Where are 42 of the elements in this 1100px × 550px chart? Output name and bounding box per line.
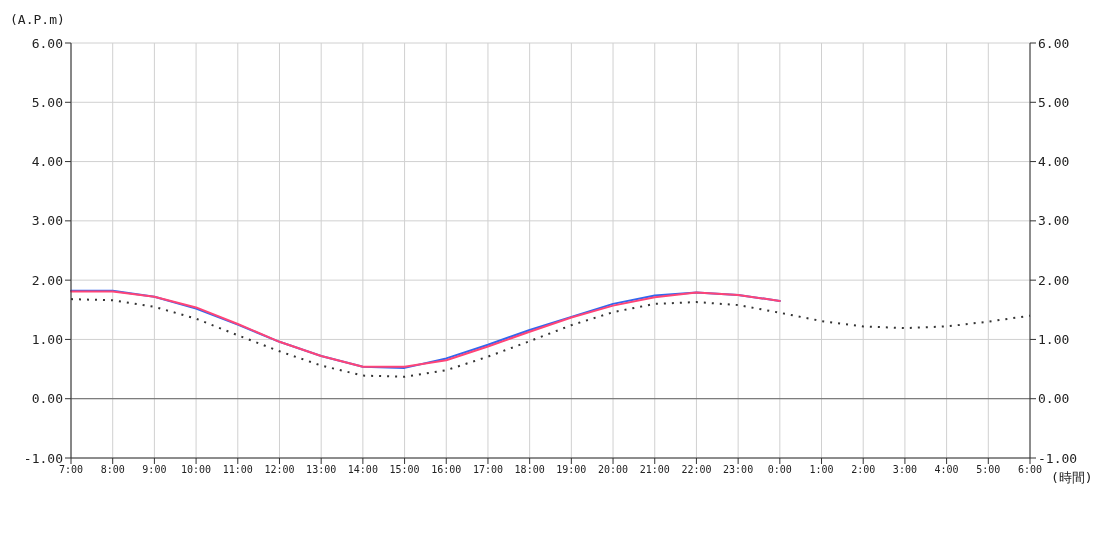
y2-tick-label: 5.00 (1038, 94, 1070, 110)
y2-tick-label: 1.00 (1038, 332, 1070, 348)
y2-tick-label: 3.00 (1038, 213, 1070, 229)
x-tick-label: 20:00 (597, 464, 629, 476)
x-tick-label: 3:00 (892, 464, 917, 476)
x-tick-label: 9:00 (142, 464, 167, 476)
y-tick-label: 5.00 (31, 94, 63, 110)
x-tick-label: 14:00 (347, 464, 378, 476)
y-tick-label: -1.00 (23, 450, 63, 466)
x-tick-label: 13:00 (306, 464, 337, 476)
y-tick-label: 3.00 (31, 213, 63, 229)
x-axis-title: (時間) (1051, 469, 1093, 487)
y-tick-label: 0.00 (31, 391, 63, 407)
y2-tick-label: -1.00 (1038, 450, 1078, 466)
x-tick-label: 4:00 (934, 464, 959, 476)
y2-tick-label: 4.00 (1038, 154, 1070, 170)
x-tick-label: 1:00 (809, 464, 834, 476)
x-tick-label: 17:00 (472, 464, 504, 476)
x-tick-label: 21:00 (639, 464, 670, 476)
y2-tick-label: 2.00 (1038, 272, 1070, 288)
x-tick-label: 23:00 (723, 464, 754, 476)
x-tick-label: 15:00 (389, 464, 420, 476)
x-tick-label: 8:00 (100, 464, 125, 476)
x-tick-label: 5:00 (976, 464, 1001, 476)
y-tick-label: 4.00 (31, 154, 63, 170)
x-tick-label: 19:00 (556, 464, 587, 476)
x-tick-label: 18:00 (514, 464, 545, 476)
y-axis-title: (A.P.m) (10, 12, 65, 27)
x-tick-label: 22:00 (681, 464, 712, 476)
x-tick-label: 16:00 (431, 464, 462, 476)
x-tick-label: 0:00 (767, 464, 792, 476)
x-tick-label: 6:00 (1017, 464, 1043, 476)
x-tick-label: 2:00 (851, 464, 876, 476)
x-tick-label: 12:00 (264, 464, 295, 476)
x-tick-label: 10:00 (181, 464, 212, 476)
y-tick-label: 2.00 (31, 272, 63, 288)
y-tick-label: 1.00 (31, 332, 63, 348)
x-tick-label: 7:00 (58, 464, 84, 476)
x-tick-label: 11:00 (222, 464, 253, 476)
y2-tick-label: 6.00 (1038, 35, 1070, 51)
y-tick-label: 6.00 (31, 35, 63, 51)
y2-tick-label: 0.00 (1038, 391, 1070, 407)
